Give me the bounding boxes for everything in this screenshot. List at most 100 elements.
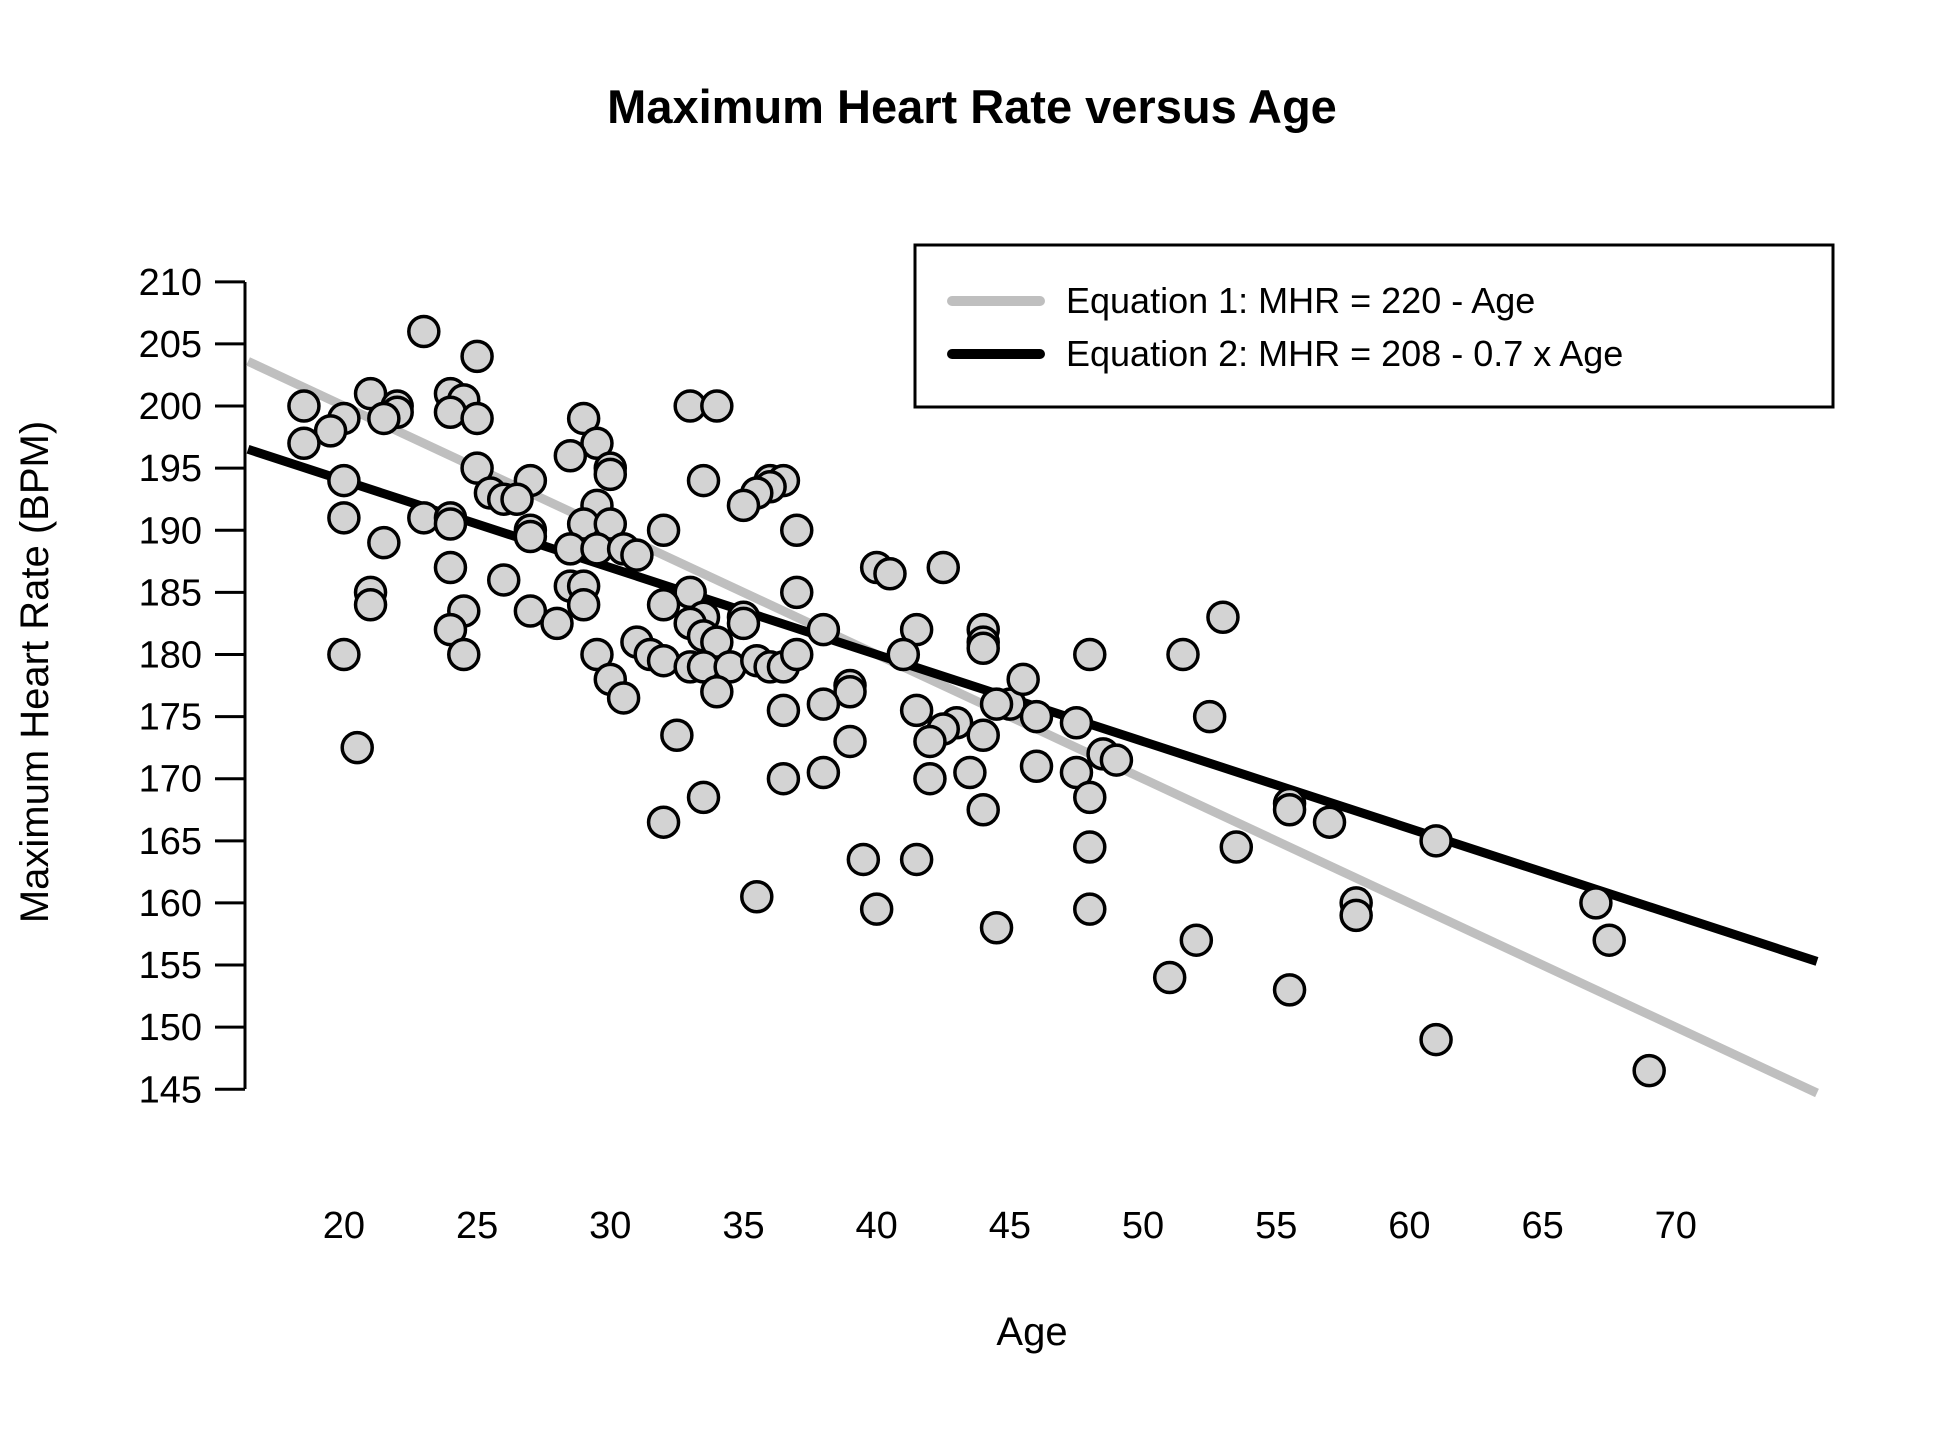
data-point — [1073, 830, 1107, 864]
y-tick-label: 170 — [139, 759, 202, 801]
data-point — [1579, 886, 1613, 920]
data-point — [979, 687, 1014, 721]
data-point — [620, 538, 654, 572]
y-axis-label: Maximum Heart Rate (BPM) — [13, 421, 57, 923]
y-tick-label: 190 — [139, 510, 202, 552]
data-point — [1152, 960, 1187, 995]
data-point — [766, 761, 801, 796]
data-point — [1592, 923, 1626, 957]
data-point — [700, 389, 734, 423]
y-tick-label: 145 — [139, 1069, 202, 1111]
data-point — [780, 513, 814, 548]
data-point — [287, 389, 321, 423]
data-point — [780, 575, 814, 610]
data-point — [646, 588, 681, 622]
data-point — [433, 550, 468, 585]
data-point — [500, 482, 534, 516]
data-point — [966, 718, 1000, 752]
data-point — [899, 693, 934, 728]
data-point — [966, 793, 1000, 827]
data-point — [833, 675, 867, 709]
data-point — [313, 414, 348, 448]
data-point — [740, 879, 774, 914]
data-point — [1019, 699, 1054, 734]
y-tick-label: 155 — [139, 945, 202, 987]
data-point — [966, 631, 1000, 666]
data-point — [1632, 1053, 1666, 1088]
data-point — [447, 637, 481, 672]
data-point — [513, 519, 548, 554]
x-tick-label: 30 — [589, 1205, 631, 1247]
data-point — [1272, 793, 1307, 827]
data-point — [1073, 780, 1107, 815]
data-point — [327, 501, 361, 535]
data-point — [1219, 830, 1254, 864]
data-point — [700, 675, 734, 709]
x-tick-label: 70 — [1655, 1205, 1697, 1247]
data-point — [1073, 892, 1107, 926]
x-tick-label: 20 — [323, 1205, 365, 1247]
data-point — [806, 612, 841, 647]
y-tick-label: 185 — [139, 572, 202, 614]
x-tick-label: 35 — [722, 1205, 764, 1247]
data-point — [979, 911, 1014, 945]
data-point — [486, 563, 521, 597]
y-tick-label: 160 — [139, 883, 202, 925]
data-point — [926, 550, 961, 585]
legend-label-equation-1: Equation 1: MHR = 220 - Age — [1066, 280, 1535, 321]
x-tick-label: 25 — [456, 1205, 498, 1247]
data-point — [553, 438, 588, 473]
data-point — [646, 805, 681, 839]
data-point — [1339, 898, 1373, 933]
x-tick-label: 40 — [856, 1205, 898, 1247]
y-tick-label: 180 — [139, 634, 202, 676]
y-axis-ticks: 145 150 155 160 165 170 175 180 185 190 195 200 205 2… — [139, 262, 245, 1111]
data-point — [899, 842, 934, 877]
data-point — [1419, 1022, 1453, 1057]
data-point — [1179, 923, 1214, 957]
data-point — [766, 693, 801, 728]
x-tick-label: 45 — [989, 1205, 1031, 1247]
data-point — [460, 339, 494, 374]
data-point — [686, 463, 721, 498]
data-point — [646, 513, 681, 548]
data-point — [353, 588, 388, 622]
data-point — [593, 457, 628, 492]
data-point — [833, 724, 867, 759]
data-point — [686, 780, 721, 815]
data-point — [873, 556, 907, 591]
data-point — [327, 463, 361, 498]
data-point — [859, 892, 894, 926]
data-point — [367, 525, 401, 560]
y-tick-label: 200 — [139, 386, 202, 428]
data-point — [1059, 706, 1094, 740]
data-point — [1019, 749, 1054, 784]
data-point — [287, 426, 321, 461]
data-point — [566, 588, 601, 622]
data-point — [513, 594, 548, 628]
y-tick-label: 205 — [139, 324, 202, 366]
y-tick-label: 165 — [139, 821, 202, 863]
data-point — [726, 488, 761, 523]
data-point — [433, 507, 468, 541]
x-tick-label: 60 — [1388, 1205, 1430, 1247]
y-tick-label: 195 — [139, 448, 202, 490]
scatter-points — [287, 314, 1666, 1088]
y-tick-label: 210 — [139, 262, 202, 304]
x-tick-label: 65 — [1521, 1205, 1563, 1247]
data-point — [806, 755, 841, 790]
data-point — [340, 730, 374, 765]
data-point — [846, 842, 881, 877]
data-point — [1206, 600, 1240, 634]
legend-box — [913, 243, 1835, 409]
data-point — [1419, 824, 1453, 858]
data-point — [367, 401, 401, 436]
data-point — [806, 687, 841, 721]
data-point — [327, 637, 361, 672]
x-tick-label: 50 — [1122, 1205, 1164, 1247]
data-point — [540, 606, 574, 641]
legend-label-equation-2: Equation 2: MHR = 208 - 0.7 x Age — [1066, 333, 1623, 374]
legend: Equation 1: MHR = 220 - Age Equation 2: … — [913, 243, 1835, 409]
